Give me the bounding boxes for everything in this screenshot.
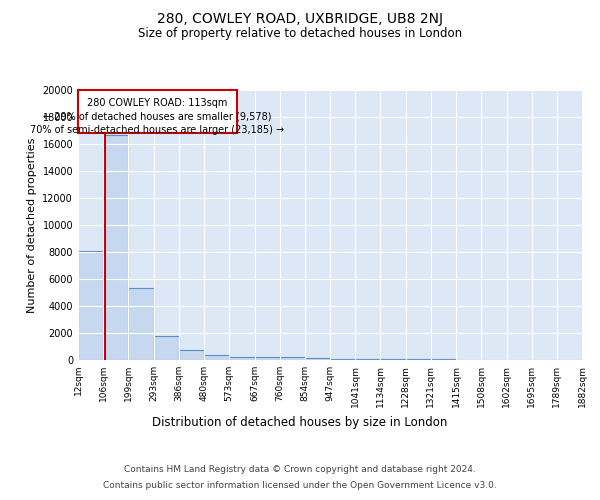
Bar	[280, 358, 305, 360]
Text: Size of property relative to detached houses in London: Size of property relative to detached ho…	[138, 28, 462, 40]
Bar	[78, 250, 103, 360]
Bar	[179, 350, 204, 360]
Text: ← 29% of detached houses are smaller (9,578): ← 29% of detached houses are smaller (9,…	[43, 112, 272, 122]
Bar	[103, 134, 128, 360]
Bar	[229, 356, 254, 360]
Bar	[128, 288, 154, 360]
Text: Contains HM Land Registry data © Crown copyright and database right 2024.: Contains HM Land Registry data © Crown c…	[124, 464, 476, 473]
Bar	[204, 356, 229, 360]
Y-axis label: Number of detached properties: Number of detached properties	[27, 138, 37, 312]
Text: 280 COWLEY ROAD: 113sqm: 280 COWLEY ROAD: 113sqm	[87, 98, 227, 108]
Bar	[154, 336, 179, 360]
Bar	[380, 359, 406, 360]
Bar	[355, 359, 380, 360]
Bar	[305, 358, 330, 360]
FancyBboxPatch shape	[78, 90, 237, 133]
Text: Distribution of detached houses by size in London: Distribution of detached houses by size …	[152, 416, 448, 429]
Bar	[330, 358, 355, 360]
Text: 70% of semi-detached houses are larger (23,185) →: 70% of semi-detached houses are larger (…	[31, 124, 284, 134]
Text: Contains public sector information licensed under the Open Government Licence v3: Contains public sector information licen…	[103, 480, 497, 490]
Text: 280, COWLEY ROAD, UXBRIDGE, UB8 2NJ: 280, COWLEY ROAD, UXBRIDGE, UB8 2NJ	[157, 12, 443, 26]
Bar	[254, 358, 280, 360]
